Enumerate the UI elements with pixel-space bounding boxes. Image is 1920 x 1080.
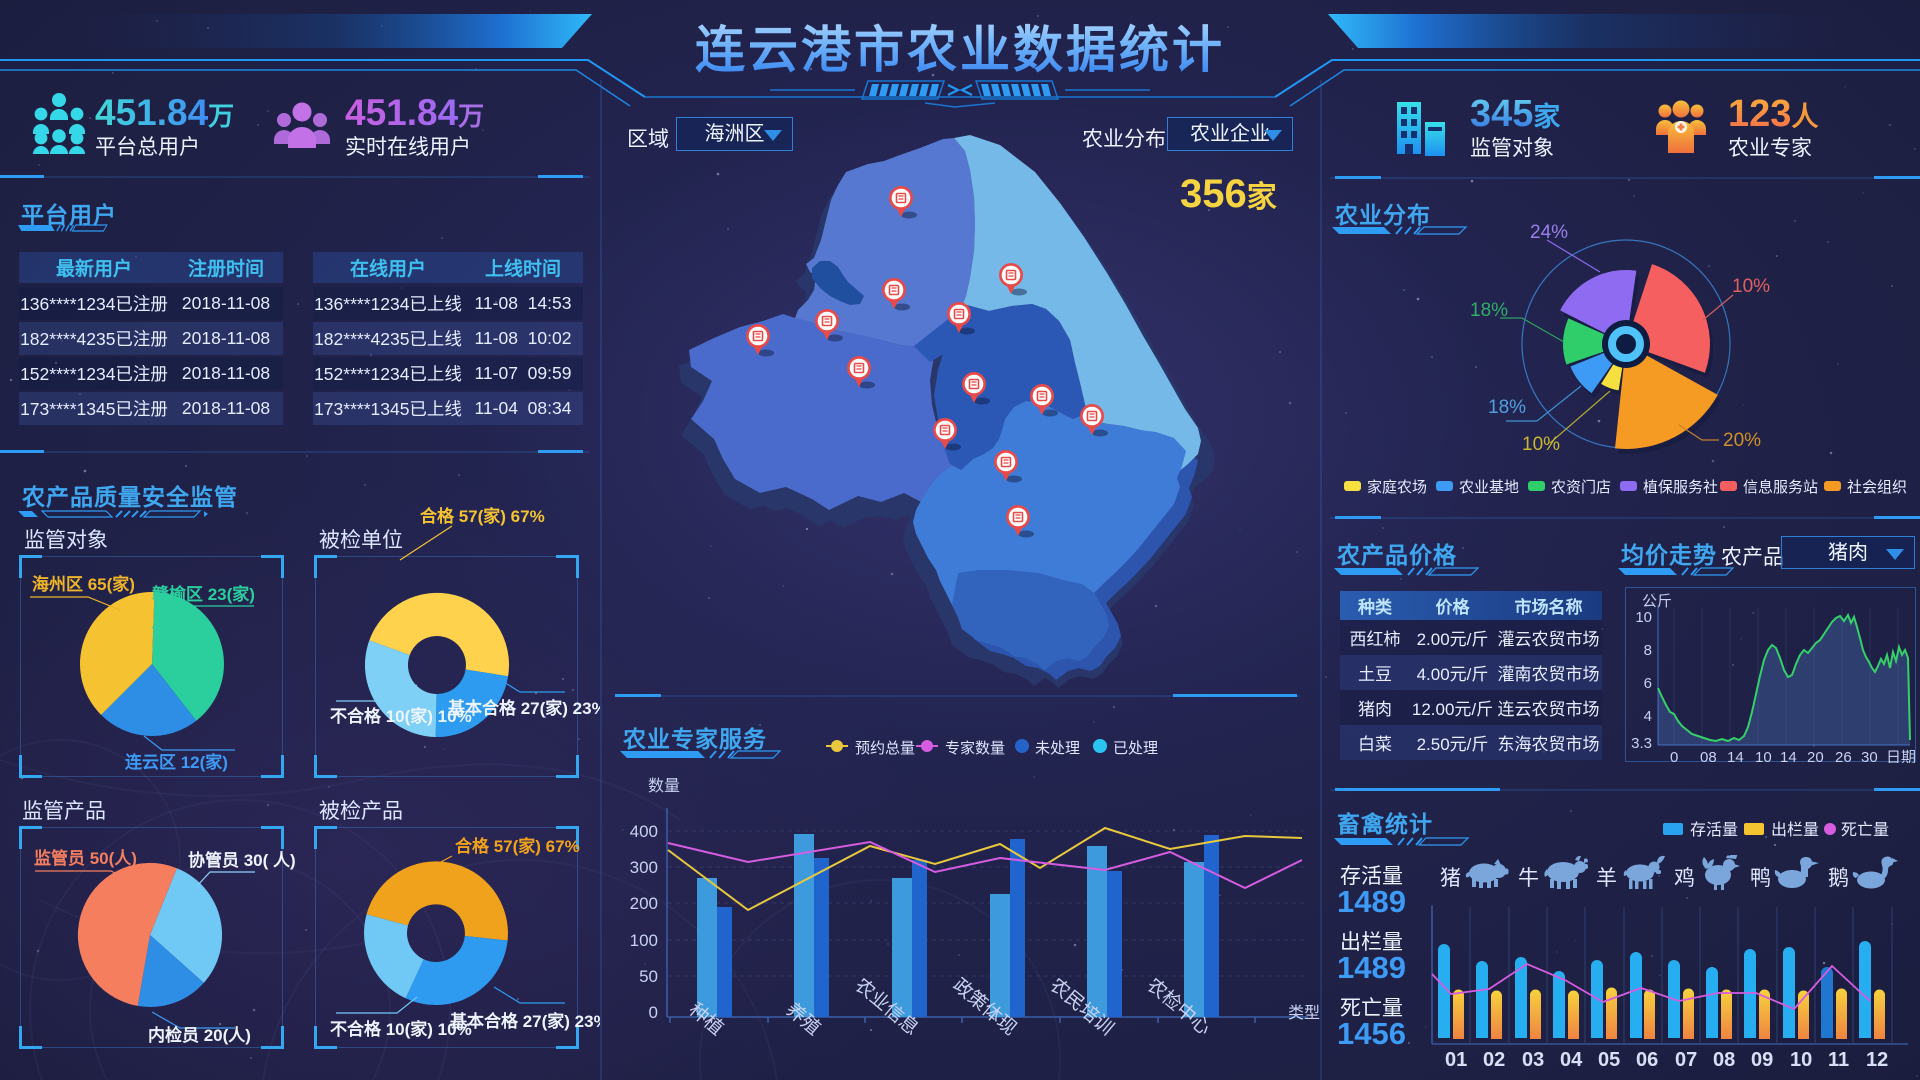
svg-text:18%: 18% (1470, 300, 1508, 321)
svg-text:07: 07 (1675, 1049, 1697, 1070)
svg-text:公斤: 公斤 (1642, 593, 1672, 610)
svg-text:数量: 数量 (648, 777, 680, 795)
svg-text:10: 10 (1635, 609, 1652, 626)
svg-text:400: 400 (630, 822, 658, 841)
svg-text:20%: 20% (1723, 430, 1761, 451)
svg-text:12: 12 (1866, 1049, 1888, 1070)
svg-text:20: 20 (1807, 749, 1824, 763)
svg-text:4: 4 (1644, 708, 1652, 725)
svg-text:300: 300 (630, 858, 658, 877)
svg-text:10%: 10% (1522, 434, 1560, 455)
svg-text:100: 100 (630, 931, 658, 950)
svg-text:基本合格 27(家) 23%: 基本合格 27(家) 23% (447, 698, 600, 718)
svg-text:专家数量: 专家数量 (945, 740, 1005, 757)
svg-text:不合格 10(家) 10%: 不合格 10(家) 10% (330, 706, 472, 726)
svg-text:11: 11 (1828, 1049, 1849, 1070)
svg-text:06: 06 (1636, 1049, 1658, 1070)
svg-text:信息服务站: 信息服务站 (1743, 479, 1818, 496)
svg-text:社会组织: 社会组织 (1847, 479, 1907, 496)
svg-text:死亡量: 死亡量 (1841, 821, 1889, 839)
svg-text:监管员 50(人): 监管员 50(人) (34, 848, 137, 868)
svg-text:50: 50 (639, 967, 658, 986)
svg-text:海州区 65(家): 海州区 65(家) (32, 574, 135, 594)
svg-text:合格 57(家) 67%: 合格 57(家) 67% (455, 836, 580, 856)
svg-text:10%: 10% (1732, 276, 1770, 297)
svg-text:赣榆区 23(家): 赣榆区 23(家) (152, 584, 255, 604)
svg-text:18%: 18% (1488, 397, 1526, 418)
svg-text:不合格 10(家) 10%: 不合格 10(家) 10% (330, 1019, 472, 1039)
svg-text:6: 6 (1644, 675, 1652, 692)
svg-text:08: 08 (1700, 749, 1717, 763)
svg-text:3.3: 3.3 (1631, 735, 1652, 752)
svg-text:08: 08 (1713, 1049, 1735, 1070)
svg-text:存活量: 存活量 (1690, 821, 1738, 839)
svg-text:0: 0 (1670, 749, 1678, 763)
svg-text:01: 01 (1445, 1049, 1467, 1070)
svg-text:协管员 30( 人): 协管员 30( 人) (188, 850, 296, 870)
svg-text:已处理: 已处理 (1113, 740, 1158, 757)
svg-text:出栏量: 出栏量 (1771, 821, 1819, 839)
svg-text:05: 05 (1598, 1049, 1620, 1070)
svg-text:农资门店: 农资门店 (1551, 479, 1611, 496)
svg-text:14: 14 (1780, 749, 1797, 763)
svg-text:内检员 20(人): 内检员 20(人) (148, 1025, 251, 1045)
svg-text:8: 8 (1644, 642, 1652, 659)
svg-text:04: 04 (1560, 1049, 1583, 1070)
svg-text:合格 57(家) 67%: 合格 57(家) 67% (420, 506, 545, 526)
svg-text:03: 03 (1522, 1049, 1544, 1070)
svg-text:10: 10 (1790, 1049, 1812, 1070)
svg-text:植保服务社: 植保服务社 (1643, 479, 1718, 496)
svg-text:类型: 类型 (1288, 1004, 1320, 1022)
svg-text:26: 26 (1835, 749, 1852, 763)
svg-text:200: 200 (630, 894, 658, 913)
svg-text:24%: 24% (1530, 222, 1568, 243)
svg-text:0: 0 (649, 1003, 658, 1022)
svg-text:02: 02 (1483, 1049, 1505, 1070)
svg-text:10: 10 (1755, 749, 1772, 763)
svg-text:14: 14 (1727, 749, 1744, 763)
svg-text:09: 09 (1751, 1049, 1773, 1070)
svg-text:家庭农场: 家庭农场 (1367, 479, 1427, 496)
svg-text:30: 30 (1861, 749, 1878, 763)
svg-text:连云区 12(家): 连云区 12(家) (125, 752, 228, 772)
svg-text:日期: 日期 (1886, 749, 1916, 763)
svg-text:未处理: 未处理 (1035, 740, 1080, 757)
svg-text:预约总量: 预约总量 (855, 740, 915, 757)
svg-text:基本合格 27(家) 23%: 基本合格 27(家) 23% (449, 1011, 600, 1031)
svg-text:农业基地: 农业基地 (1459, 479, 1519, 496)
